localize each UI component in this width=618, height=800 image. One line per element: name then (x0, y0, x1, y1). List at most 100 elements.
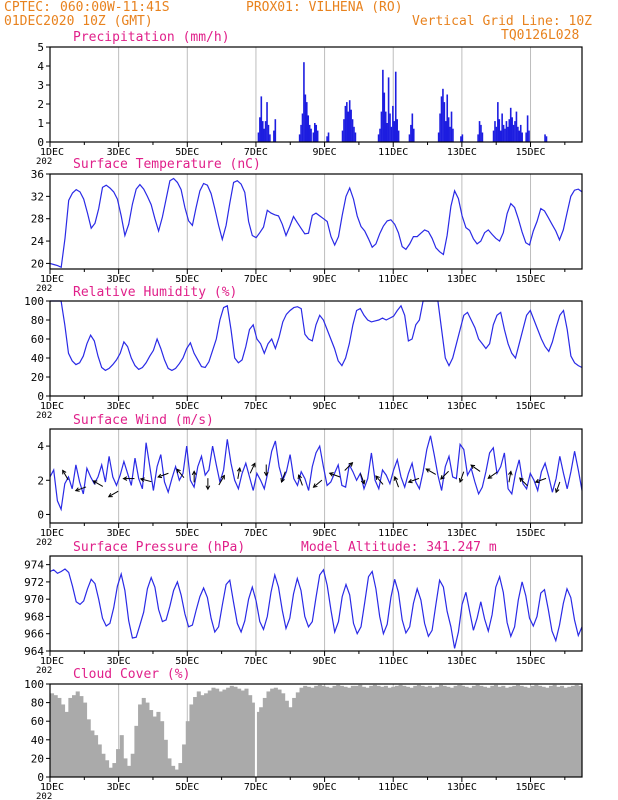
cloud-title: Cloud Cover (%) (73, 667, 190, 682)
cloud-bar (537, 685, 543, 777)
cloud-bar (446, 686, 451, 777)
precip-bar (389, 113, 391, 142)
header-grid-note: Vertical Grid Line: 10Z (412, 14, 593, 29)
cloud-bar (61, 704, 66, 777)
header-center: CPTEC: (4, 0, 51, 15)
precip-bar (264, 121, 267, 142)
cloud-bar (284, 700, 289, 777)
wind-arrow-head (328, 472, 334, 477)
temp-y-tick-label: 36 (31, 168, 44, 181)
cloud-bar (358, 684, 363, 777)
cloud-y-tick-label: 40 (31, 734, 44, 747)
wind-arrow-head (507, 470, 513, 476)
cloud-bar (552, 684, 557, 777)
pres-y-tick-label: 970 (24, 593, 44, 606)
cloud-bar (519, 685, 524, 777)
pres-x-tick-label: 5DEC (175, 656, 199, 667)
precip-bar (260, 96, 263, 142)
temp-x-tick-label: 1DEC (40, 274, 64, 285)
precip-x-tick-label: 13DEC (447, 147, 477, 158)
precip-bar (353, 126, 355, 142)
cloud-y-tick-label: 20 (31, 752, 44, 765)
cloud-bar (277, 689, 282, 777)
wind-y-tick-label: 4 (37, 440, 44, 453)
precip-bar (341, 130, 344, 142)
cloud-bar (460, 685, 465, 777)
cloud-bar (391, 686, 396, 777)
wind-arrow-head (157, 473, 163, 479)
cloud-bar (559, 685, 565, 777)
cloud-bar (471, 685, 476, 777)
precip-bar (263, 128, 265, 142)
precip-bar (412, 128, 415, 142)
cloud-bar (310, 687, 315, 777)
cloud-bar (545, 687, 550, 777)
cloud-bar (325, 686, 330, 777)
cloud-bar (72, 695, 77, 777)
cloud-bar (347, 687, 352, 777)
wind-x-tick-label: 7DEC (244, 528, 268, 539)
precip-bar (511, 117, 513, 142)
pres-x-tick-label: 15DEC (515, 656, 545, 667)
precip-bar (408, 134, 411, 142)
precip-bar (521, 132, 523, 142)
cloud-bar (174, 769, 179, 777)
cloud-bar (413, 685, 418, 777)
wind-y-tick-label: 2 (37, 474, 44, 487)
precip-x-tick-label: 5DEC (175, 147, 199, 158)
precip-bar (348, 100, 351, 142)
cloud-bar (453, 685, 458, 777)
cloud-bar (262, 697, 267, 777)
cloud-bar (86, 719, 91, 777)
wind-arrow-shaft (535, 477, 547, 483)
wind-arrow-head (312, 483, 318, 488)
precip-bar (504, 128, 506, 142)
precip-bar (509, 107, 512, 142)
rh-y-tick-label: 40 (31, 352, 44, 365)
precip-bar (393, 121, 396, 142)
temp-year-label: 202 (36, 284, 52, 294)
cloud-bar (160, 721, 165, 777)
wind-arrow-shaft (313, 479, 323, 488)
cloud-bar (328, 687, 333, 777)
wind-arrow-shaft (108, 490, 119, 498)
precip-bar (387, 77, 390, 142)
cloud-bar (240, 690, 245, 777)
cloud-bar (501, 685, 506, 777)
precip-bar (274, 119, 277, 142)
precip-bar (351, 119, 354, 142)
precip-x-tick-label: 1DEC (40, 147, 64, 158)
wind-arrow-shaft (408, 477, 420, 483)
pres-x-tick-label: 13DEC (447, 656, 477, 667)
wind-arrow-head (470, 464, 476, 469)
cloud-bar (387, 687, 392, 777)
cloud-bar (64, 711, 69, 777)
wind-arrow-head (554, 488, 560, 494)
pres-y-tick-label: 968 (24, 610, 44, 623)
wind-arrow-head (139, 477, 145, 482)
precip-bar (305, 102, 308, 142)
wind-arrow-shaft (470, 464, 481, 472)
cloud-bar (156, 711, 161, 777)
cloud-bar (273, 687, 278, 777)
cloud-bar (204, 693, 209, 777)
cloud-bar (163, 739, 168, 777)
temp-x-tick-label: 11DEC (378, 274, 408, 285)
precip-bar (326, 136, 328, 142)
wind-arrow-head (62, 469, 67, 475)
wind-arrow-shaft (62, 470, 69, 481)
cloud-bar (50, 693, 55, 777)
wind-arrow-shaft (440, 470, 449, 480)
cloud-bar (251, 702, 256, 777)
wind-title: Surface Wind (m/s) (73, 413, 214, 428)
cloud-bar (127, 765, 132, 777)
precip-bar (354, 132, 357, 142)
wind-arrow-head (297, 474, 303, 480)
wind-panel: Surface Wind (m/s) 1DEC 3DEC 5DEC 7DEC 9DEC 11… (36, 413, 583, 548)
precip-bar (481, 132, 484, 142)
cloud-bar (398, 684, 403, 777)
wind-arrow-shaft (249, 463, 256, 474)
precip-bar (377, 134, 380, 142)
temp-series-line (49, 177, 583, 269)
